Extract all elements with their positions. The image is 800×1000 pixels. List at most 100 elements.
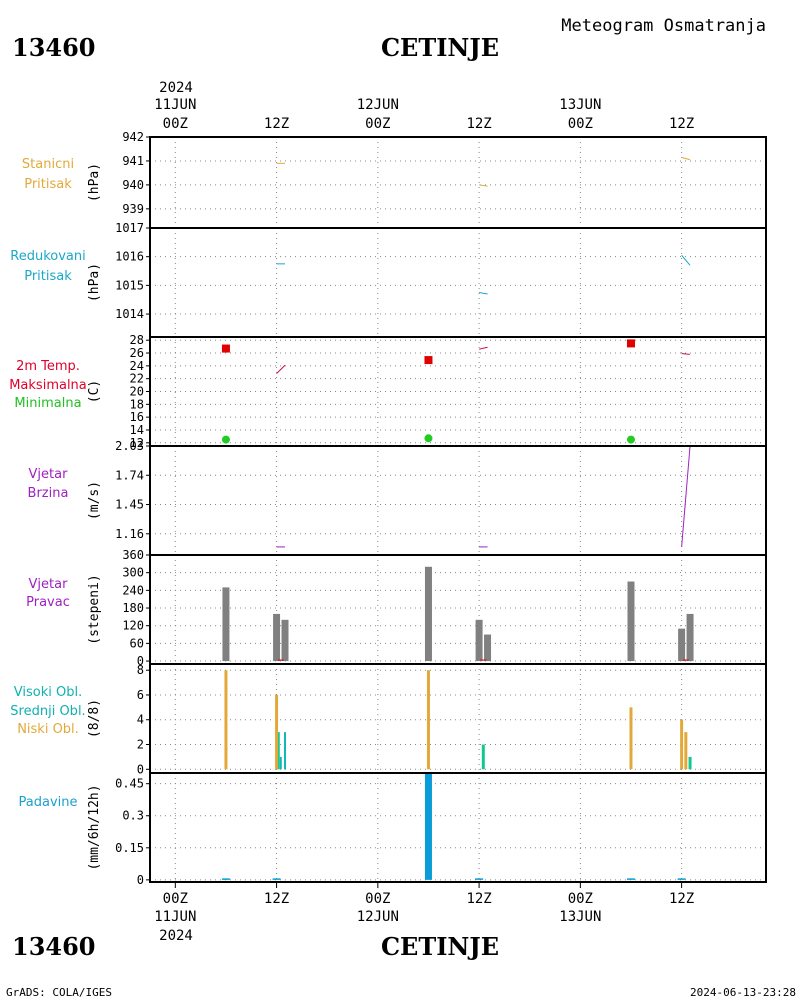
y-axis-label: (stepeni)	[87, 574, 102, 644]
max-temp-marker	[626, 339, 635, 348]
panel-label: Pritisak	[24, 269, 72, 284]
wind-dir-bar	[273, 613, 281, 662]
y-tick-label: 16	[130, 410, 144, 424]
cloud-bar	[224, 670, 228, 770]
panel-label: Pritisak	[24, 177, 72, 192]
y-axis-label: (C)	[87, 380, 102, 403]
bottom-hour-label: 12Z	[466, 891, 491, 907]
precip-bar	[272, 878, 281, 880]
max-temp-marker	[221, 344, 230, 353]
panel-label: Maksimalna	[9, 378, 87, 393]
y-tick-label: 120	[122, 619, 144, 633]
y-tick-label: 0.15	[115, 841, 144, 855]
top-hour-label: 00Z	[163, 116, 188, 132]
bottom-hour-label: 12Z	[669, 891, 694, 907]
y-tick-label: 28	[130, 333, 144, 347]
y-tick-label: 941	[122, 154, 144, 168]
series-line	[479, 184, 488, 187]
panel-frame	[149, 663, 767, 774]
y-tick-label: 12	[130, 436, 144, 450]
panel-label: Padavine	[19, 795, 78, 810]
y-tick-label: 940	[122, 178, 144, 192]
credit-text: GrADS: COLA/IGES	[6, 986, 112, 999]
panel-label: 2m Temp.	[16, 359, 80, 374]
year-top: 2024	[159, 80, 193, 96]
top-time-axis: 11JUN 00Z 12Z 12JUN 00Z 12Z 13JUN 00Z 12Z	[154, 97, 694, 132]
cloud-bar	[284, 732, 287, 770]
y-tick-label: 22	[130, 372, 144, 386]
cloud-bar	[275, 694, 279, 770]
panel-label: Minimalna	[14, 396, 81, 411]
meteogram-title: Meteogram Osmatranja	[561, 16, 766, 36]
y-tick-label: 942	[122, 130, 144, 144]
panel-frame	[149, 136, 767, 229]
y-tick-label: 1.45	[115, 498, 144, 512]
y-tick-label: 0.3	[122, 809, 144, 823]
panel-precipitation: 0 0.15 0.3 0.45 (mm/6h/12h) Padavine	[19, 772, 767, 887]
precip-bar	[221, 878, 230, 880]
panel-label: Niski Obl.	[17, 722, 79, 737]
series-line	[681, 156, 691, 161]
top-hour-label: 12Z	[264, 116, 289, 132]
panel-frame	[149, 554, 767, 665]
panel-station_pressure: 939 940 941 942 (hPa) Stanicni Pritisak	[22, 130, 767, 229]
top-hour-label: 12Z	[669, 116, 694, 132]
series-line	[681, 445, 691, 547]
bottom-hour-label: 00Z	[568, 891, 593, 907]
y-tick-label: 0	[137, 654, 144, 668]
bottom-hour-label: 12Z	[264, 891, 289, 907]
y-tick-label: 1016	[115, 250, 144, 264]
panel-reduced_pressure: 1014 1015 1016 1017 (hPa)Redukovani Pritisak	[10, 221, 767, 338]
precip-bar	[677, 878, 686, 880]
y-axis-label: (m/s)	[87, 481, 102, 520]
wind-dir-bar	[686, 613, 694, 662]
panel-frame	[149, 772, 767, 883]
y-tick-label: 8	[137, 663, 144, 677]
station-name-bottom: CETINJE	[381, 932, 499, 961]
panel-frame	[149, 227, 767, 338]
y-tick-label: 2.03	[115, 439, 144, 453]
panel-label: Redukovani	[10, 249, 85, 264]
precip-bar	[475, 878, 484, 880]
y-axis-label: (8/8)	[87, 699, 102, 738]
series-line	[681, 254, 691, 266]
panel-frame	[149, 445, 767, 556]
cloud-bar	[688, 756, 692, 770]
station-name-top: CETINJE	[381, 33, 499, 62]
wind-dir-bar	[281, 619, 289, 662]
y-tick-label: 360	[122, 548, 144, 562]
series-line	[478, 346, 488, 350]
y-axis-label: (mm/6h/12h)	[87, 784, 102, 870]
panel-wind_direction: 0 60 120 180 240 300 360 (stepeni) Vjetar Pravac	[26, 548, 767, 668]
y-tick-label: 1.16	[115, 527, 144, 541]
y-tick-label: 2	[137, 738, 144, 752]
y-tick-label: 939	[122, 202, 144, 216]
bottom-hour-label: 00Z	[365, 891, 390, 907]
cloud-bar	[481, 744, 485, 770]
wind-dir-bar	[678, 628, 686, 662]
y-tick-label: 0	[137, 762, 144, 776]
cloud-bar	[684, 732, 688, 770]
y-tick-label: 240	[122, 583, 144, 597]
panel-clouds: 0 2 4 6 8 (8/8) Visoki Obl. Srednji Obl. Niski O…	[10, 663, 767, 776]
y-tick-label: 24	[130, 359, 144, 373]
min-temp-marker	[424, 434, 433, 443]
panel-label: Vjetar	[29, 577, 69, 592]
y-tick-label: 0.45	[115, 777, 144, 791]
cloud-bar	[680, 719, 684, 770]
max-temp-marker	[424, 356, 433, 365]
cloud-bar	[426, 670, 430, 770]
y-tick-label: 180	[122, 601, 144, 615]
wind-dir-bar	[222, 587, 230, 662]
top-date-label: 11JUN	[154, 97, 196, 113]
y-axis-label: (hPa)	[87, 163, 102, 202]
panel-label: Vjetar	[29, 467, 69, 482]
bottom-time-axis: 00Z 11JUN 12Z 00Z 12JUN 12Z 00Z 13JUN 12Z	[154, 882, 694, 925]
y-tick-label: 4	[137, 713, 144, 727]
y-tick-label: 300	[122, 566, 144, 580]
y-axis-label: (hPa)	[87, 263, 102, 302]
y-tick-label: 0	[137, 873, 144, 887]
panel-wind_speed: 1.16 1.45 1.74 2.03 (m/s) Vjetar Brzina	[28, 439, 767, 556]
